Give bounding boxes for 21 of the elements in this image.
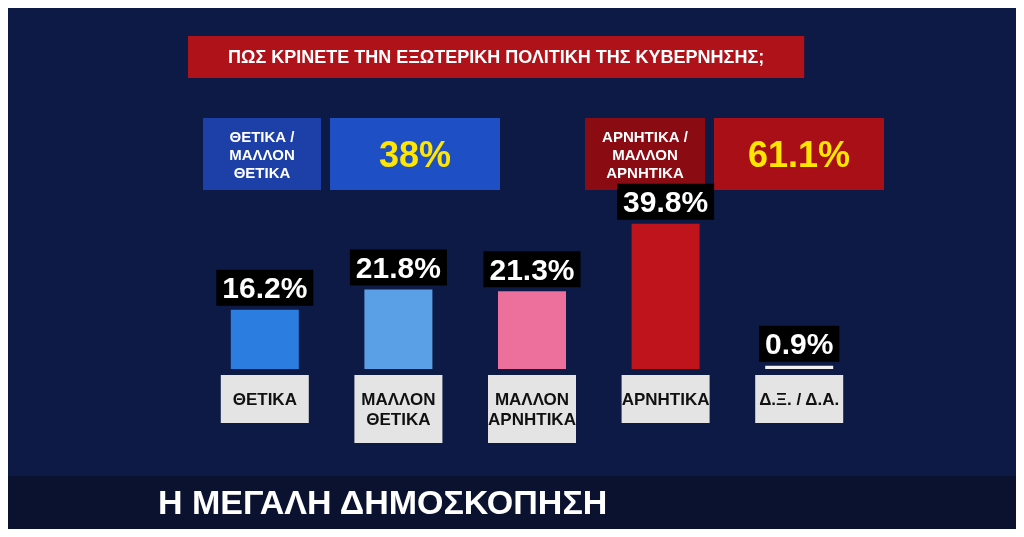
text: ΑΡΝΗΤΙΚΑ / ΜΑΛΛΟΝ ΑΡΝΗΤΙΚΑ: [602, 127, 689, 181]
data-label: 21.8%: [355, 250, 441, 284]
bar: [498, 291, 566, 369]
chart-title: ΠΩΣ ΚΡΙΝΕΤΕ ΤΗΝ ΕΞΩΤΕΡΙΚΗ ΠΟΛΙΤΙΚΗ ΤΗΣ ΚΥΒΕΡΝΗΣΗΣ;: [228, 47, 765, 67]
data-label: 16.2%: [222, 271, 308, 305]
bar: [765, 365, 834, 369]
text: 38%: [378, 133, 452, 175]
x-tick-label: ΜΑΛΛΟΝ ΘΕΤΙΚΑ: [361, 389, 436, 429]
x-tick-label: ΘΕΤΙΚΑ: [232, 389, 297, 409]
data-label: 21.3%: [489, 252, 575, 286]
data-label: 39.8%: [623, 185, 709, 219]
bar: [230, 309, 299, 369]
x-tick-label: Δ.Ξ. / Δ.Α.: [759, 389, 840, 409]
text: Η ΜΕΓΑΛΗ ΔΗΜΟΣΚΟΠΗΣΗ: [158, 483, 608, 521]
x-tick-label: ΜΑΛΛΟΝ ΑΡΝΗΤΙΚΑ: [488, 389, 576, 429]
x-tick-label: ΑΡΝΗΤΙΚΑ: [621, 389, 710, 409]
bar: [631, 223, 700, 369]
bar: [364, 289, 433, 369]
data-label: 0.9%: [765, 327, 834, 361]
text: 61.1%: [747, 133, 851, 175]
text: ΘΕΤΙΚΑ / ΜΑΛΛΟΝ ΘΕΤΙΚΑ: [229, 127, 296, 181]
